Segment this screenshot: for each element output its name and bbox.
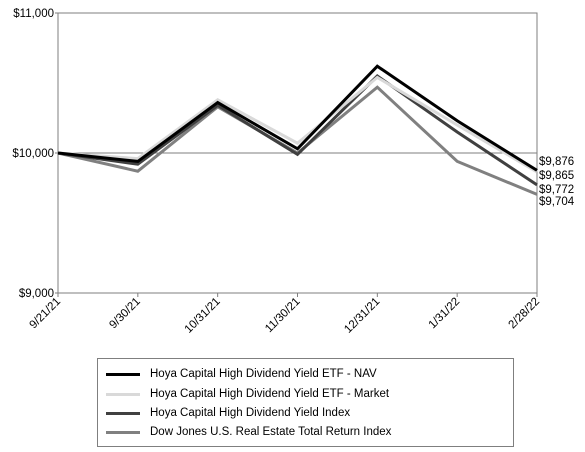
x-tick-label: 2/28/22 [507, 296, 543, 332]
x-tick-label: 1/31/22 [427, 296, 463, 332]
x-tick-label: 9/30/21 [107, 296, 143, 332]
end-value-label: $9,704 [539, 196, 575, 208]
legend-swatch-nav [106, 372, 140, 376]
series-line-1 [57, 75, 538, 174]
y-tick-label: $9,000 [19, 288, 54, 300]
end-value-label: $9,865 [539, 170, 574, 182]
end-value-label: $9,876 [539, 156, 574, 168]
series-line-2 [57, 74, 538, 187]
legend-label-index: Hoya Capital High Dividend Yield Index [150, 407, 351, 419]
y-tick-label: $10,000 [12, 148, 54, 160]
series-line-3 [57, 85, 538, 196]
legend-label-market: Hoya Capital High Dividend Yield ETF - M… [150, 388, 390, 400]
series-line-0 [57, 64, 538, 172]
legend-swatch-dowjones [106, 430, 140, 434]
y-tick-label: $11,000 [13, 8, 54, 20]
legend-swatch-market [106, 392, 140, 396]
legend-item-nav: Hoya Capital High Dividend Yield ETF - N… [106, 365, 377, 383]
x-tick-label: 12/31/21 [342, 296, 382, 336]
end-value-label: $9,772 [539, 184, 574, 196]
legend-item-index: Hoya Capital High Dividend Yield Index [106, 404, 350, 422]
legend-label-dowjones: Dow Jones U.S. Real Estate Total Return … [150, 426, 392, 438]
legend-item-dowjones: Dow Jones U.S. Real Estate Total Return … [106, 423, 391, 441]
x-tick-label: 9/21/21 [28, 296, 64, 332]
legend-label-nav: Hoya Capital High Dividend Yield ETF - N… [150, 368, 377, 380]
legend-item-market: Hoya Capital High Dividend Yield ETF - M… [106, 385, 389, 403]
line-chart: $11,000 $10,000 $9,000 9/21/21 9/30/21 10/31… [12, 8, 575, 336]
x-tick-label: 11/30/21 [263, 296, 303, 336]
x-tick-label: 10/31/21 [183, 296, 223, 336]
legend: Hoya Capital High Dividend Yield ETF - N… [97, 358, 514, 447]
legend-swatch-index [106, 411, 140, 415]
